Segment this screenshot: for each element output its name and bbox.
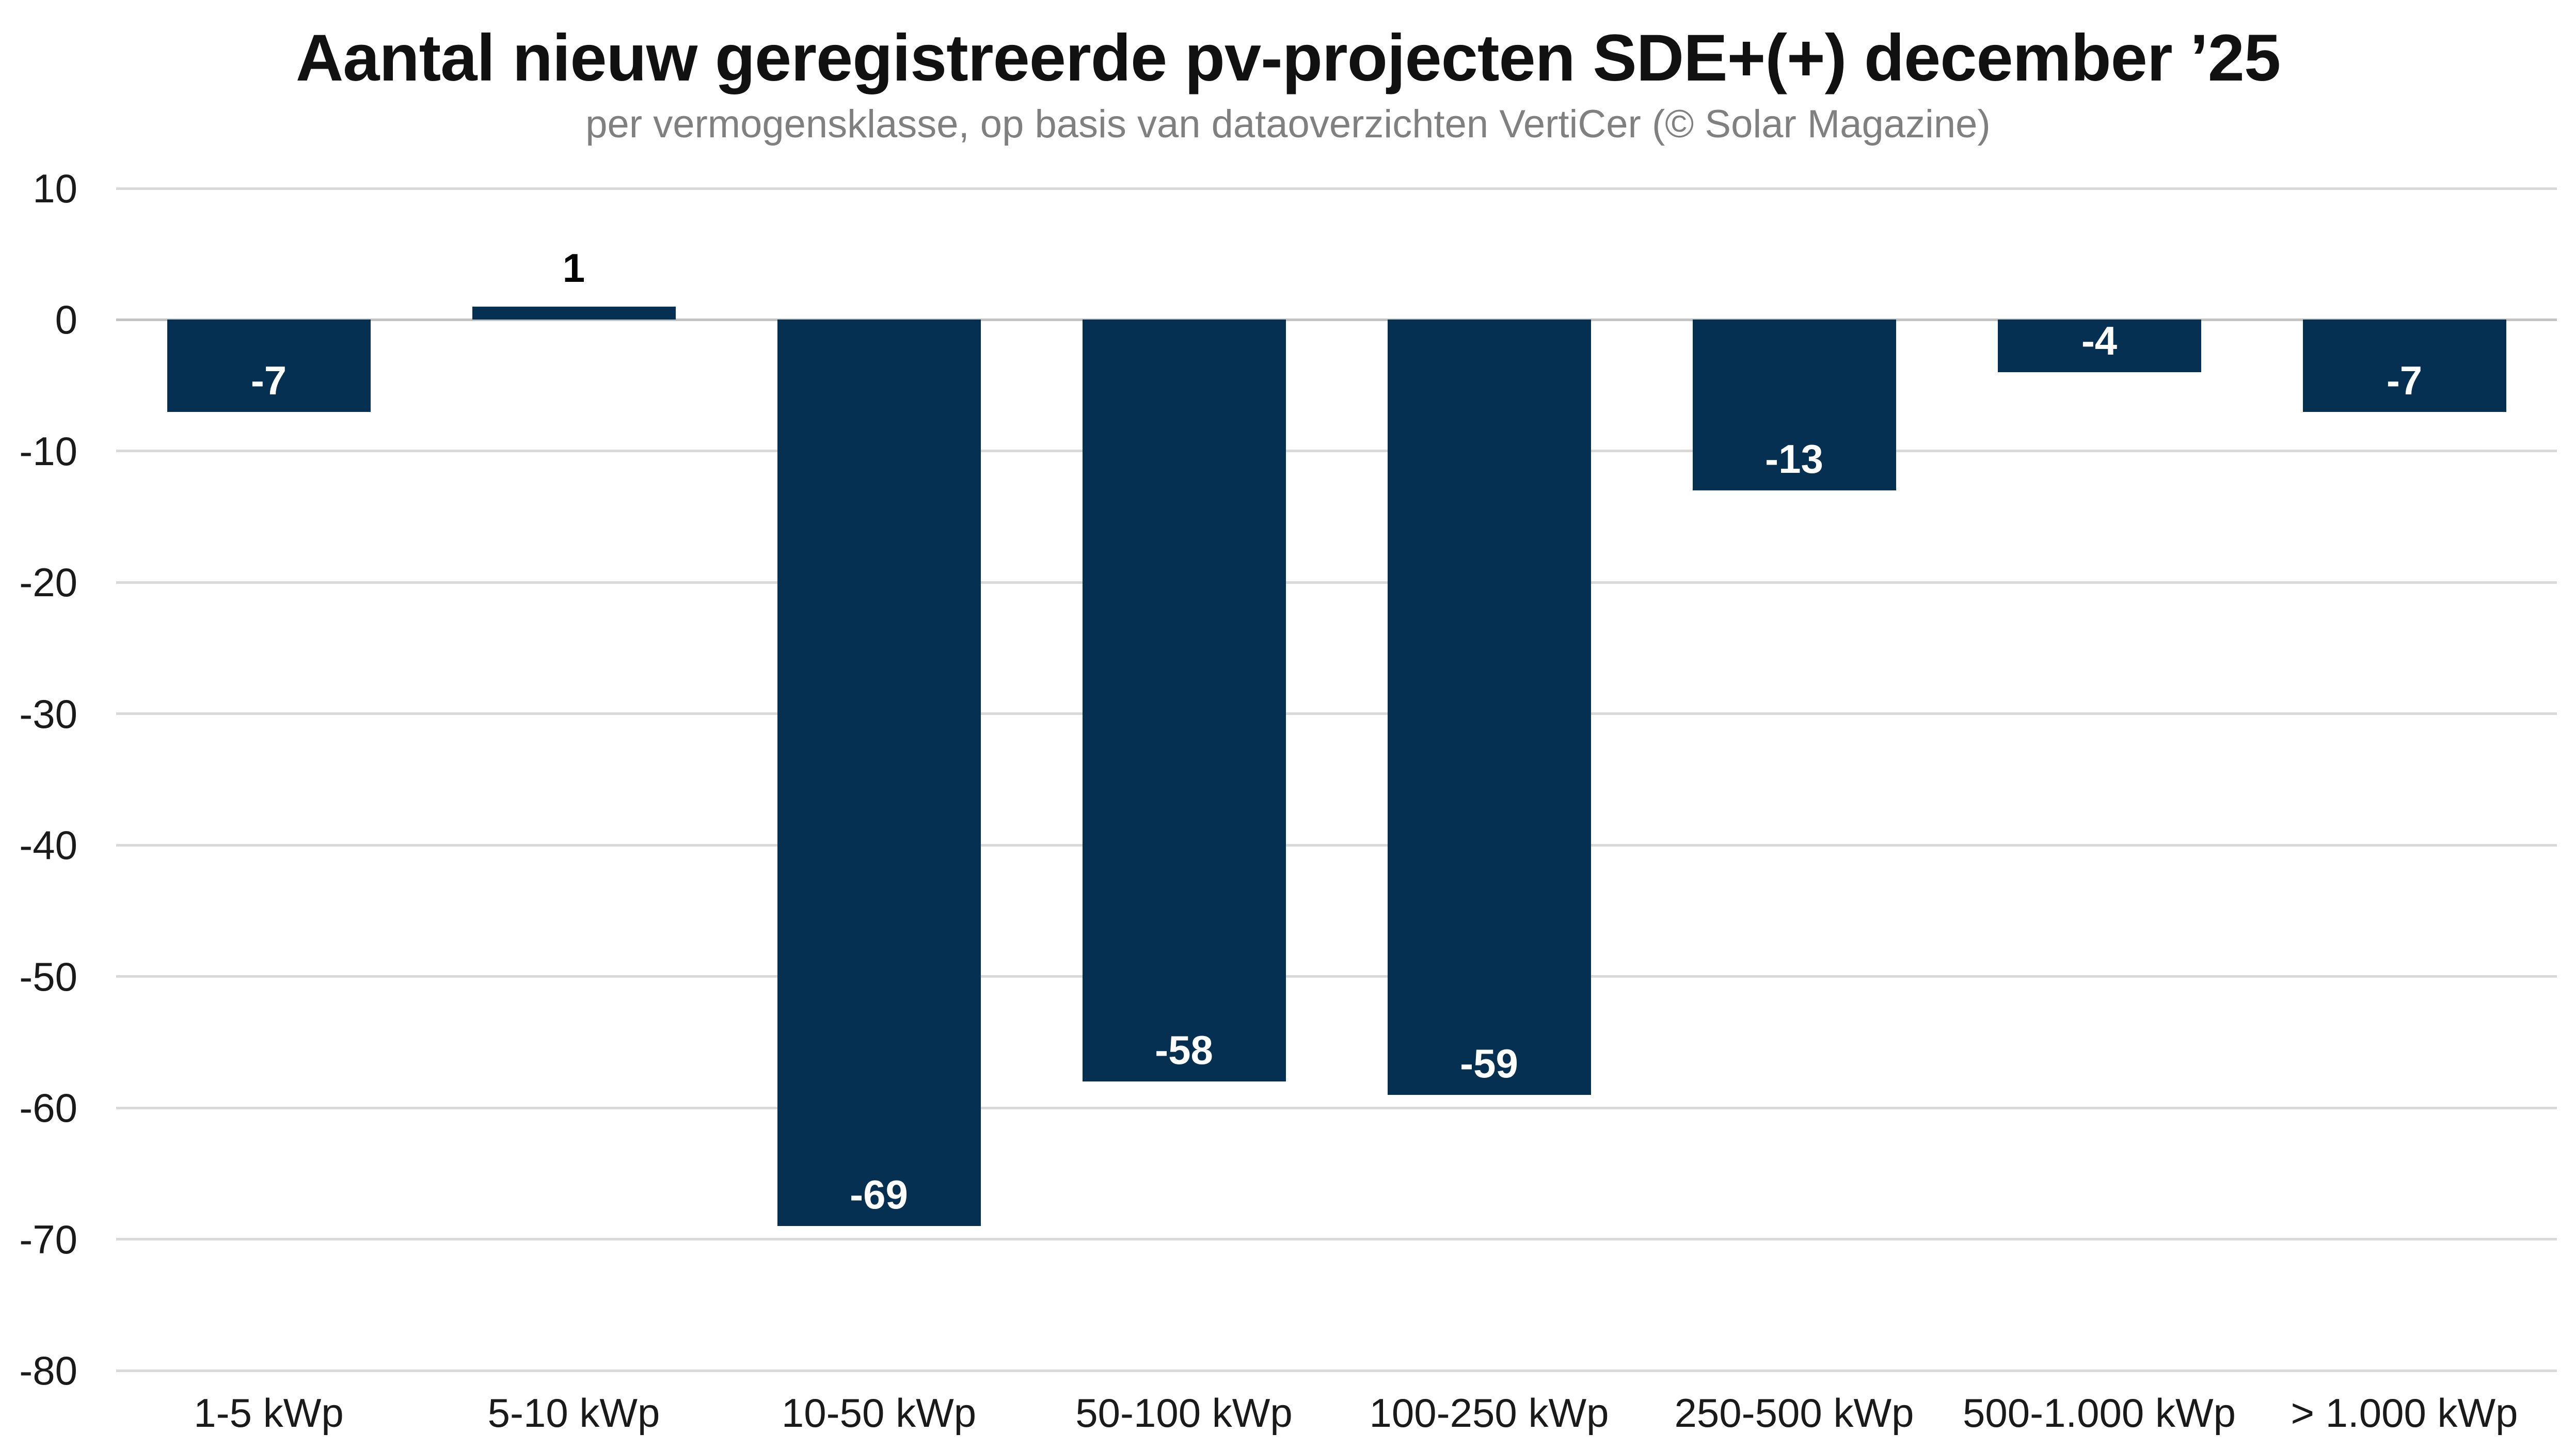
x-category-label: 50-100 kWp xyxy=(1075,1390,1293,1436)
y-tick-label: -30 xyxy=(19,691,77,737)
y-tick-label: -60 xyxy=(19,1085,77,1131)
gridline xyxy=(116,1369,2557,1372)
chart-subtitle: per vermogensklasse, op basis van dataov… xyxy=(585,102,1991,146)
bar-value-label: -58 xyxy=(1155,1027,1213,1073)
bar xyxy=(472,307,676,320)
gridline xyxy=(116,843,2557,847)
bar-value-label: 1 xyxy=(562,245,585,291)
gridline xyxy=(116,1106,2557,1109)
gridline xyxy=(116,712,2557,715)
x-category-label: 10-50 kWp xyxy=(781,1390,977,1436)
bar-value-label: -59 xyxy=(1460,1040,1518,1086)
gridline xyxy=(116,450,2557,453)
x-category-label: > 1.000 kWp xyxy=(2291,1390,2518,1436)
y-tick-label: -20 xyxy=(19,560,77,606)
y-tick-label: -10 xyxy=(19,428,77,474)
bar: -59 xyxy=(1387,320,1591,1095)
gridline xyxy=(116,975,2557,978)
x-category-label: 5-10 kWp xyxy=(487,1390,660,1436)
bar: -13 xyxy=(1692,320,1896,491)
bar-value-label: -7 xyxy=(250,357,287,403)
x-category-label: 100-250 kWp xyxy=(1369,1390,1609,1436)
y-tick-label: -80 xyxy=(19,1348,77,1393)
bar: -69 xyxy=(777,320,981,1227)
y-tick-label: -50 xyxy=(19,953,77,999)
y-tick-label: 0 xyxy=(55,297,77,343)
y-tick-label: 10 xyxy=(33,166,77,211)
bar-value-label: -7 xyxy=(2386,357,2423,403)
x-category-label: 500-1.000 kWp xyxy=(1963,1390,2236,1436)
y-tick-label: -40 xyxy=(19,822,77,868)
bar: -58 xyxy=(1082,320,1286,1082)
bar-value-label: -4 xyxy=(2081,318,2118,364)
x-category-label: 250-500 kWp xyxy=(1674,1390,1914,1436)
x-category-label: 1-5 kWp xyxy=(194,1390,344,1436)
gridline xyxy=(116,187,2557,190)
gridline xyxy=(116,581,2557,584)
gridline xyxy=(116,1238,2557,1241)
bar-value-label: -13 xyxy=(1765,436,1823,482)
bar-value-label: -69 xyxy=(850,1172,908,1218)
chart-title: Aantal nieuw geregistreerde pv-projecten… xyxy=(295,21,2281,95)
bar: -7 xyxy=(2302,320,2506,412)
bar: -7 xyxy=(167,320,371,412)
bar: -4 xyxy=(1997,318,2201,373)
zero-gridline xyxy=(116,318,2557,321)
y-tick-label: -70 xyxy=(19,1216,77,1262)
